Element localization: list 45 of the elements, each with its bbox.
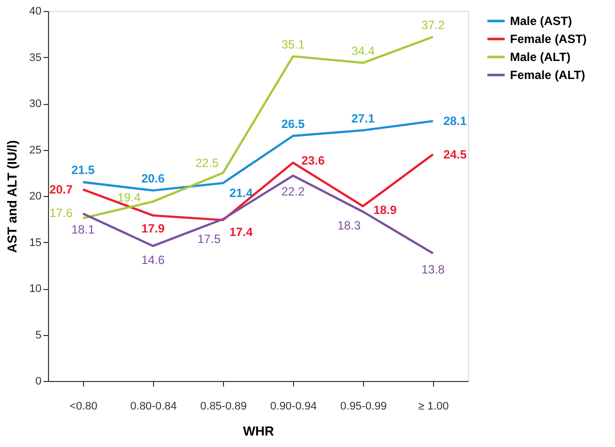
data-label: 18.1	[71, 222, 95, 237]
y-tick-label: 0	[35, 376, 42, 388]
data-label: 19.4	[117, 190, 141, 205]
legend-label: Male (ALT)	[510, 50, 570, 64]
x-axis-title: WHR	[242, 424, 275, 438]
y-tick-label: 15	[29, 236, 42, 249]
data-label: 27.1	[351, 111, 375, 126]
y-axis-title: AST and ALT (IU/l)	[4, 140, 20, 253]
data-label: 20.7	[49, 182, 73, 197]
x-tick-label: 0.85-0.89	[200, 400, 247, 412]
legend-label: Female (ALT)	[510, 68, 586, 82]
x-tick-label: 0.80-0.84	[130, 400, 177, 412]
data-label: 17.4	[229, 225, 253, 240]
data-label: 17.6	[49, 206, 73, 220]
y-tick-label: 25	[29, 144, 42, 156]
data-label: 23.6	[301, 154, 325, 168]
data-label: 34.4	[351, 44, 375, 58]
data-label: 13.8	[421, 262, 445, 276]
legend-label: Female (AST)	[510, 32, 587, 46]
data-label: 26.5	[281, 116, 305, 131]
y-tick-label: 20	[29, 190, 42, 202]
x-tick-label: ≥ 1.00	[418, 400, 449, 412]
data-label: 37.2	[421, 18, 445, 32]
y-tick-label: 35	[29, 52, 42, 64]
x-tick-label: <0.80	[70, 400, 98, 412]
x-tick-label: 0.95-0.99	[340, 400, 387, 412]
data-label: 22.2	[281, 184, 305, 199]
data-label: 20.6	[141, 171, 165, 186]
y-tick-label: 10	[29, 283, 42, 295]
data-label: 14.6	[141, 252, 165, 267]
data-label: 21.4	[229, 186, 253, 200]
y-tick-label: 40	[29, 6, 42, 18]
legend-label: Male (AST)	[510, 14, 572, 28]
x-tick-label: 0.90-0.94	[270, 400, 317, 412]
data-label: 28.1	[443, 114, 467, 128]
data-label: 24.5	[443, 147, 467, 162]
data-label: 22.5	[195, 156, 219, 170]
data-label: 17.5	[197, 232, 221, 246]
y-tick-label: 30	[29, 98, 42, 110]
data-label: 18.3	[337, 218, 361, 233]
y-tick-label: 5	[35, 329, 42, 342]
data-label: 17.9	[141, 221, 165, 236]
data-label: 21.5	[71, 163, 95, 178]
data-label: 35.1	[281, 37, 305, 52]
data-label: 18.9	[373, 203, 397, 218]
